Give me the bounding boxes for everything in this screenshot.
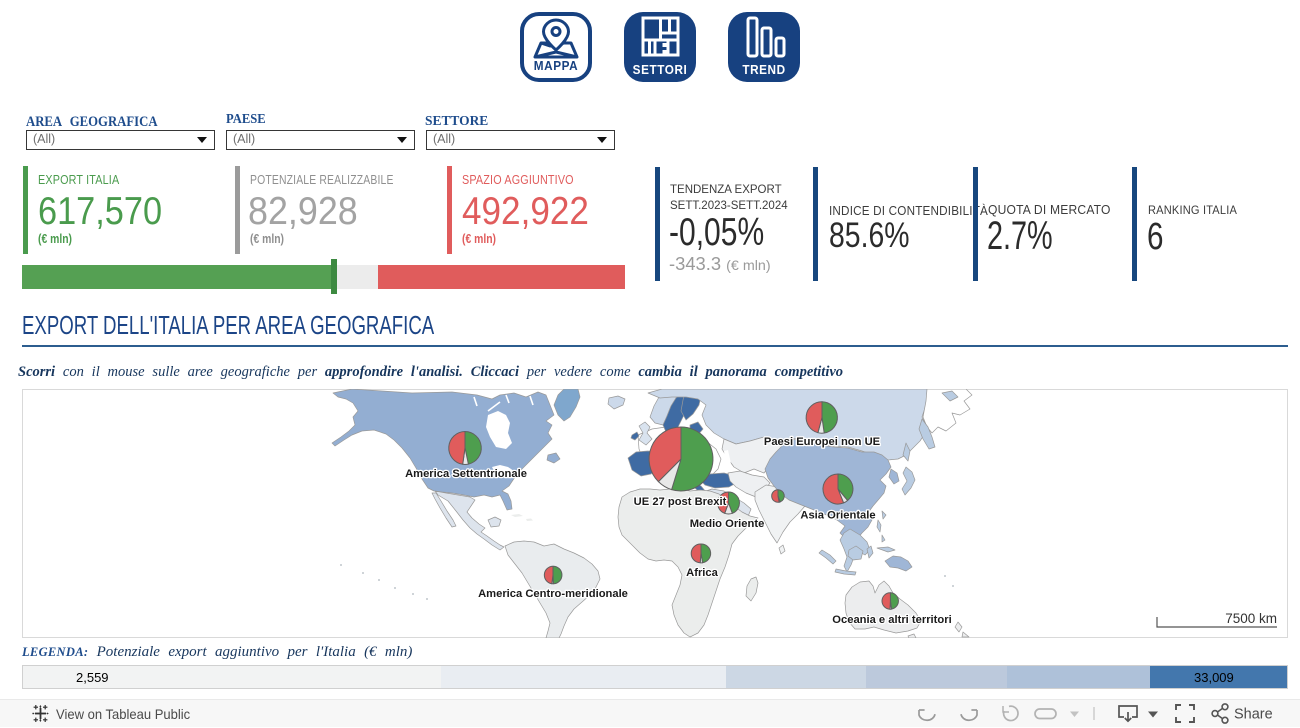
svg-text:Asia Orientale: Asia Orientale [800,510,875,522]
svg-text:America Settentrionale: America Settentrionale [405,468,527,480]
svg-text:Paesi Europei non UE: Paesi Europei non UE [764,436,881,448]
svg-text:Oceania e altri territori: Oceania e altri territori [832,614,951,626]
svg-text:Medio Oriente: Medio Oriente [690,518,765,530]
svg-text:UE 27 post Brexit: UE 27 post Brexit [634,496,727,508]
svg-text:America Centro-meridionale: America Centro-meridionale [478,588,628,600]
svg-text:Africa: Africa [686,567,718,579]
svg-text:Share: Share [1234,707,1273,723]
svg-text:7500 km: 7500 km [1225,611,1277,626]
